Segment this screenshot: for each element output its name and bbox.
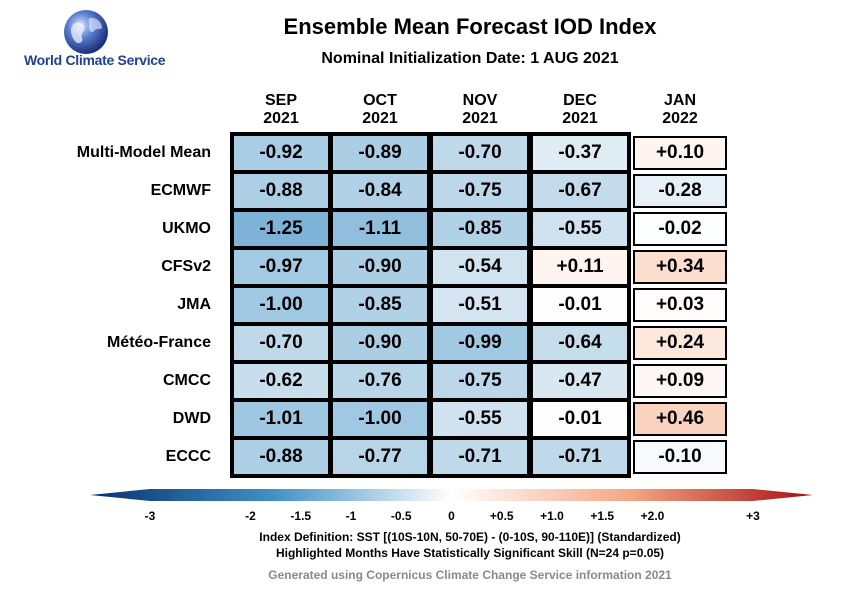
column-month: JAN [663, 92, 696, 109]
column-header: DEC 2021 [533, 92, 627, 128]
row-label: ECCC [165, 448, 211, 465]
column-year: 2021 [263, 110, 299, 127]
column-header: SEP 2021 [234, 92, 328, 128]
chart-subtitle: Nominal Initialization Date: 1 AUG 2021 [321, 50, 619, 67]
value-cell: -1.25 [234, 212, 328, 246]
row-label: Multi-Model Mean [76, 144, 211, 161]
logo-text: World Climate Service [24, 52, 166, 68]
index-definition: Index Definition: SST [(10S-10N, 50-70E)… [259, 530, 681, 544]
value-cell: -0.01 [533, 288, 627, 322]
value-cell: -1.00 [333, 402, 427, 436]
value-cell: +0.03 [633, 288, 727, 322]
colorbar-bar [90, 489, 813, 501]
value-cell: -0.64 [533, 326, 627, 360]
column-header: NOV 2021 [433, 92, 527, 128]
column-header: JAN 2022 [633, 92, 727, 128]
row-label: JMA [177, 296, 211, 313]
value-cell: -0.75 [433, 174, 527, 208]
value-cell: -0.55 [533, 212, 627, 246]
globe-icon [64, 10, 108, 54]
logo: World Climate Service [24, 8, 184, 70]
value-cell: -0.90 [333, 326, 427, 360]
value-cell: -0.76 [333, 364, 427, 398]
value-cell: -0.10 [633, 440, 727, 474]
value-cell: +0.34 [633, 250, 727, 284]
value-cell: -0.92 [234, 136, 328, 170]
colorbar-tick-label: -0.5 [390, 509, 412, 523]
value-cell: -1.01 [234, 402, 328, 436]
value-cell: -1.00 [234, 288, 328, 322]
value-cell: -0.62 [234, 364, 328, 398]
value-cell: -0.54 [433, 250, 527, 284]
row-label: CFSv2 [161, 258, 211, 275]
colorbar-tick-label: +2.0 [640, 509, 665, 523]
value-cell: -0.88 [234, 174, 328, 208]
value-cell: +0.24 [633, 326, 727, 360]
column-month: DEC [563, 92, 597, 109]
value-cell: -0.28 [633, 174, 727, 208]
value-cell: +0.09 [633, 364, 727, 398]
colorbar-tick-label: 0 [448, 509, 455, 523]
value-cell: -1.11 [333, 212, 427, 246]
colorbar-tick-label: +3 [746, 509, 760, 523]
value-cell: +0.46 [633, 402, 727, 436]
value-cell: -0.84 [333, 174, 427, 208]
value-cell: -0.88 [234, 440, 328, 474]
column-year: 2021 [562, 110, 598, 127]
column-year: 2021 [362, 110, 398, 127]
value-cell: -0.37 [533, 136, 627, 170]
value-cell: -0.51 [433, 288, 527, 322]
row-label: DWD [172, 410, 211, 427]
value-cell: -0.02 [633, 212, 727, 246]
value-cell: +0.10 [633, 136, 727, 170]
column-header: OCT 2021 [333, 92, 427, 128]
value-cell: -0.55 [433, 402, 527, 436]
value-cell: -0.71 [433, 440, 527, 474]
value-cell: -0.70 [433, 136, 527, 170]
row-label: ECMWF [150, 182, 211, 199]
value-cell: -0.99 [433, 326, 527, 360]
value-cell: -0.77 [333, 440, 427, 474]
value-cell: +0.11 [533, 250, 627, 284]
value-cell: -0.01 [533, 402, 627, 436]
column-year: 2021 [462, 110, 498, 127]
column-month: NOV [462, 92, 498, 109]
column-month: OCT [363, 92, 397, 109]
column-year: 2022 [662, 110, 698, 127]
colorbar-tick-label: +1.0 [540, 509, 564, 523]
value-cell: -0.67 [533, 174, 627, 208]
value-cell: -0.71 [533, 440, 627, 474]
row-label: UKMO [162, 220, 211, 237]
colorbar-tick-label: +0.5 [489, 509, 514, 523]
value-cell: -0.85 [333, 288, 427, 322]
value-cell: -0.90 [333, 250, 427, 284]
row-label: CMCC [163, 372, 211, 389]
skill-note: Highlighted Months Have Statistically Si… [275, 546, 665, 560]
colorbar-tick-label: -2 [245, 509, 256, 523]
value-cell: -0.75 [433, 364, 527, 398]
colorbar-tick-label: +1.5 [590, 509, 615, 523]
value-cell: -0.97 [234, 250, 328, 284]
value-cell: -0.47 [533, 364, 627, 398]
value-cell: -0.85 [433, 212, 527, 246]
credit-note: Generated using Copernicus Climate Chang… [268, 568, 672, 582]
column-month: SEP [264, 92, 297, 109]
value-cell: -0.89 [333, 136, 427, 170]
value-cell: -0.70 [234, 326, 328, 360]
chart-title: Ensemble Mean Forecast IOD Index [283, 14, 657, 39]
row-label: Météo-France [106, 334, 211, 351]
colorbar-tick-label: -1 [345, 509, 357, 523]
colorbar-tick-label: -1.5 [290, 509, 312, 523]
colorbar-tick-label: -3 [144, 509, 156, 523]
